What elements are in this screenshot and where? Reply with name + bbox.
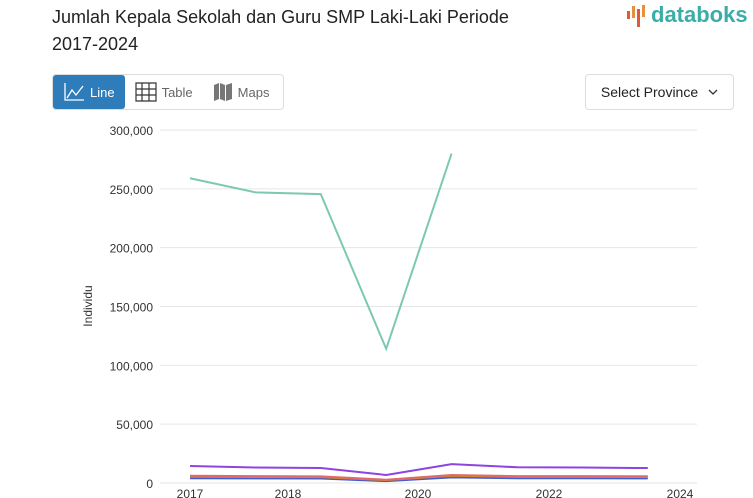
x-tick-label: 2017 [177,487,204,498]
x-tick-label: 2018 [275,487,302,498]
y-tick-label: 250,000 [110,183,154,197]
tab-label: Line [90,84,115,100]
y-tick-label: 50,000 [116,418,153,432]
databoks-logo: databoks [626,2,748,28]
chart-title: Jumlah Kepala Sekolah dan Guru SMP Laki-… [52,7,509,54]
series-line[interactable] [189,463,648,477]
y-tick-label: 300,000 [110,124,154,138]
y-tick-label: 0 [146,477,153,491]
series-line[interactable] [189,153,453,352]
view-tabs: Line Table Maps [52,74,284,110]
y-tick-label: 100,000 [110,359,154,373]
map-icon [213,83,232,101]
tab-line[interactable]: Line [53,75,125,109]
y-tick-label: 200,000 [110,242,154,256]
tab-table[interactable]: Table [125,75,203,109]
tab-label: Maps [237,84,270,100]
x-tick-label: 2020 [405,487,432,498]
x-tick-label: 2022 [536,487,563,498]
y-tick-label: 150,000 [110,301,154,315]
tab-maps[interactable]: Maps [203,75,280,109]
series-line[interactable] [189,473,648,481]
table-icon [134,82,157,102]
series-line[interactable] [189,476,648,483]
province-select[interactable]: Select Province [585,74,734,110]
chevron-down-icon [708,89,718,95]
logo-bars-icon [627,5,645,27]
tab-label: Table [161,84,193,100]
y-axis-label: Individu [81,285,95,326]
line-chart-icon [64,83,84,101]
logo-text: databoks [651,2,748,27]
x-tick-label: 2024 [667,487,694,498]
select-label: Select Province [600,84,699,100]
